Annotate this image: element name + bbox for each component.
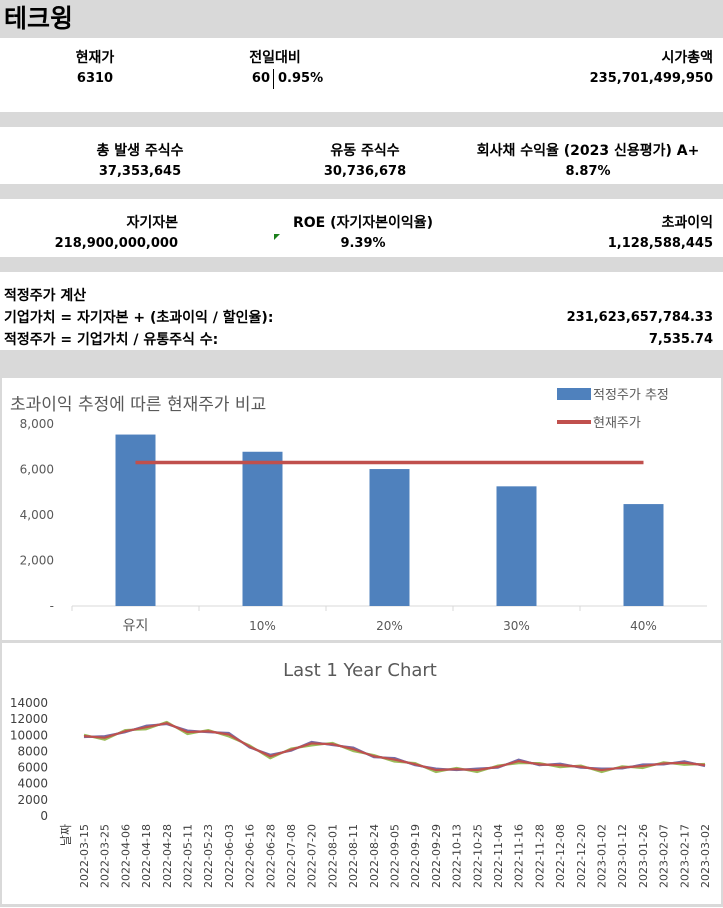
line-x-tick-label: 2023-01-02 <box>596 824 609 888</box>
line-x-tick-label: 2022-12-20 <box>575 824 588 888</box>
fair-price-label: 적정주가 = 기업가치 / 유통주식 수: <box>4 332 219 348</box>
line-y-tick-label: 0 <box>40 809 48 823</box>
bar-y-tick-label: 8,000 <box>20 417 54 431</box>
separator-band <box>0 184 723 199</box>
bond-yield-value: 8.87% <box>565 164 611 179</box>
line-x-tick-label: 2022-04-18 <box>140 824 153 888</box>
fair-price-bar[interactable] <box>115 434 156 606</box>
title-band <box>0 0 723 38</box>
line-x-tick-label: 2022-09-05 <box>389 824 402 888</box>
bar-chart-title: 초과이익 추정에 따른 현재주가 비교 <box>10 395 266 415</box>
line-y-tick-label: 6000 <box>17 761 48 775</box>
change-percent: 0.95% <box>278 71 324 86</box>
line-x-tick-label: 2023-01-12 <box>616 824 629 888</box>
one-year-chart-svg: Last 1 Year Chart 0 2000 4000 6000 8000 10000… <box>10 660 712 888</box>
bar-x-tick-label: 10% <box>249 619 276 633</box>
mcap-label: 시가총액 <box>661 50 713 66</box>
fair-price-bar[interactable] <box>369 469 410 606</box>
total-shares-label: 총 발생 주식수 <box>96 143 184 159</box>
calc-heading: 적정주가 계산 <box>4 288 87 304</box>
excess-profit-label: 초과이익 <box>661 215 713 231</box>
fair-price-value: 7,535.74 <box>648 332 713 347</box>
line-x-tick-label: 2022-11-28 <box>533 824 546 888</box>
line-x-tick-label: 2023-02-17 <box>678 824 691 888</box>
line-x-tick-label: 2022-07-20 <box>306 824 319 888</box>
line-x-tick-label: 2022-09-19 <box>409 824 422 888</box>
fair-price-bar[interactable] <box>623 504 664 606</box>
one-year-chart[interactable]: Last 1 Year Chart 0 2000 4000 6000 8000 10000… <box>2 643 721 904</box>
enterprise-value-label: 기업가치 = 자기자본 + (초과이익 / 할인율): <box>4 310 274 326</box>
float-shares-value: 30,736,678 <box>323 164 407 179</box>
line-y-tick-label: 2000 <box>17 793 48 807</box>
price-history-line[interactable] <box>83 722 706 772</box>
bar-y-tick-label: - <box>50 599 54 613</box>
fair-price-chart[interactable]: 초과이익 추정에 따른 현재주가 비교 적정주가 추정 현재주가 - 2,000 4… <box>2 378 721 640</box>
excess-profit-value: 1,128,588,445 <box>607 236 713 251</box>
bond-yield-label: 회사채 수익율 (2023 신용평가) A+ <box>476 143 700 159</box>
float-shares-label: 유동 주식수 <box>330 143 400 159</box>
bar-y-tick-label: 2,000 <box>20 554 54 568</box>
enterprise-value-value: 231,623,657,784.33 <box>566 310 713 325</box>
bar-x-tick-label: 유지 <box>123 618 149 634</box>
roe-label: ROE (자기자본이익율) <box>292 215 434 231</box>
bar-y-tick-label: 4,000 <box>20 508 54 522</box>
fair-price-bar[interactable] <box>496 486 537 606</box>
line-x-tick-label: 2022-06-28 <box>264 824 277 888</box>
line-x-tick-label: 2022-06-03 <box>223 824 236 888</box>
price-value: 6310 <box>76 71 114 86</box>
bar-x-tick-label: 40% <box>630 619 657 633</box>
legend-current-price: 현재주가 <box>593 416 641 431</box>
line-x-tick-label: 2022-08-24 <box>368 824 381 888</box>
total-shares-value: 37,353,645 <box>98 164 182 179</box>
fair-price-chart-svg: 초과이익 추정에 따른 현재주가 비교 적정주가 추정 현재주가 - 2,000 4… <box>10 388 707 634</box>
company-title: 테크윙 <box>4 4 74 33</box>
legend-bar-swatch <box>557 388 591 400</box>
price-history-line[interactable] <box>83 720 706 774</box>
bar-y-tick-label: 6,000 <box>20 463 54 477</box>
cell-comment-marker <box>274 234 280 240</box>
line-x-tick-label: 2022-03-15 <box>78 824 91 888</box>
price-label: 현재가 <box>75 50 115 66</box>
line-x-tick-label: 2022-05-11 <box>182 824 195 888</box>
line-y-tick-label: 10000 <box>10 728 48 742</box>
change-amount: 60 <box>251 71 270 86</box>
line-y-tick-label: 4000 <box>17 777 48 791</box>
line-x-tick-label: 2022-03-25 <box>99 824 112 888</box>
line-x-tick-label: 2022-04-06 <box>119 824 132 888</box>
line-x-tick-label: 2022-07-08 <box>285 824 298 888</box>
line-x-tick-label: 2022-10-13 <box>451 824 464 888</box>
separator-band <box>0 257 723 272</box>
change-divider <box>273 69 274 89</box>
line-x-tick-label: 2022-09-29 <box>430 824 443 888</box>
line-x-tick-label: 2022-11-04 <box>492 824 505 888</box>
fair-price-bar[interactable] <box>242 451 283 606</box>
line-y-tick-label: 14000 <box>10 696 48 710</box>
line-x-tick-label: 2023-02-07 <box>658 824 671 888</box>
bar-x-tick-label: 20% <box>376 619 403 633</box>
mcap-value: 235,701,499,950 <box>589 71 713 86</box>
line-y-tick-label: 12000 <box>10 712 48 726</box>
line-x-tick-label: 2022-10-25 <box>471 824 484 888</box>
price-history-line[interactable] <box>83 722 706 772</box>
line-y-tick-label: 8000 <box>17 744 48 758</box>
line-x-tick-label: 2023-01-26 <box>637 824 650 888</box>
line-x-tick-label: 2022-08-01 <box>326 824 339 888</box>
line-x-tick-label: 2022-08-11 <box>347 824 360 888</box>
change-label: 전일대비 <box>249 50 301 66</box>
line-x-tick-label: 2022-05-23 <box>202 824 215 888</box>
line-x-tick-label: 2023-03-02 <box>699 824 712 888</box>
line-x-tick-label: 2022-04-28 <box>161 824 174 888</box>
bar-x-tick-label: 30% <box>503 619 530 633</box>
legend-fair-price: 적정주가 추정 <box>593 388 669 403</box>
line-chart-title: Last 1 Year Chart <box>283 660 437 681</box>
equity-label: 자기자본 <box>126 215 178 231</box>
roe-value: 9.39% <box>340 236 386 251</box>
line-x-tick-label: 2022-12-08 <box>554 824 567 888</box>
line-x-axis-label: 날짜 <box>59 824 73 846</box>
line-x-tick-label: 2022-11-16 <box>513 824 526 888</box>
separator-band <box>0 112 723 127</box>
equity-value: 218,900,000,000 <box>54 236 178 251</box>
line-x-tick-label: 2022-06-16 <box>244 824 257 888</box>
